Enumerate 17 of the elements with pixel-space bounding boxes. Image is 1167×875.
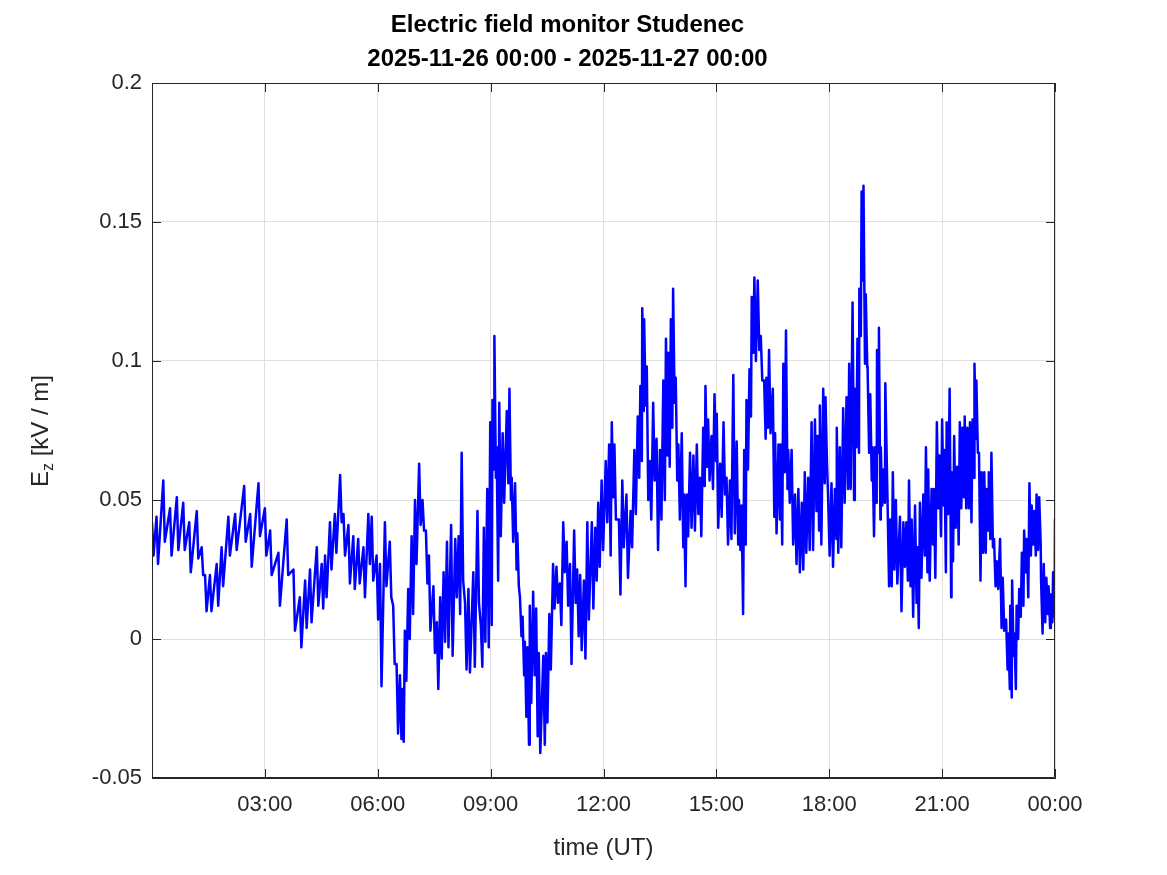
chart-title: Electric field monitor Studenec (390, 9, 745, 37)
y-tick-label: 0.15 (99, 208, 142, 234)
x-tick-label: 18:00 (801, 791, 857, 817)
x-tick-label: 06:00 (350, 791, 406, 817)
x-tick-label: 15:00 (688, 791, 744, 817)
x-tick-label: 12:00 (575, 791, 632, 817)
x-tick-label: 03:00 (237, 791, 293, 817)
chart-subtitle: 2025-11-26 00:00 - 2025-11-27 00:00 (367, 43, 768, 71)
y-tick-label: 0.2 (111, 69, 142, 95)
y-tick-label: 0.1 (111, 347, 142, 373)
y-tick-label: 0 (129, 625, 142, 651)
x-tick-label: 00:00 (1027, 791, 1083, 817)
x-tick-label: 21:00 (914, 791, 970, 817)
x-tick-label: 09:00 (463, 791, 519, 817)
y-tick-label: 0.05 (99, 486, 142, 512)
x-axis-title: time (UT) (553, 833, 654, 861)
y-tick-label: -0.05 (91, 764, 142, 790)
